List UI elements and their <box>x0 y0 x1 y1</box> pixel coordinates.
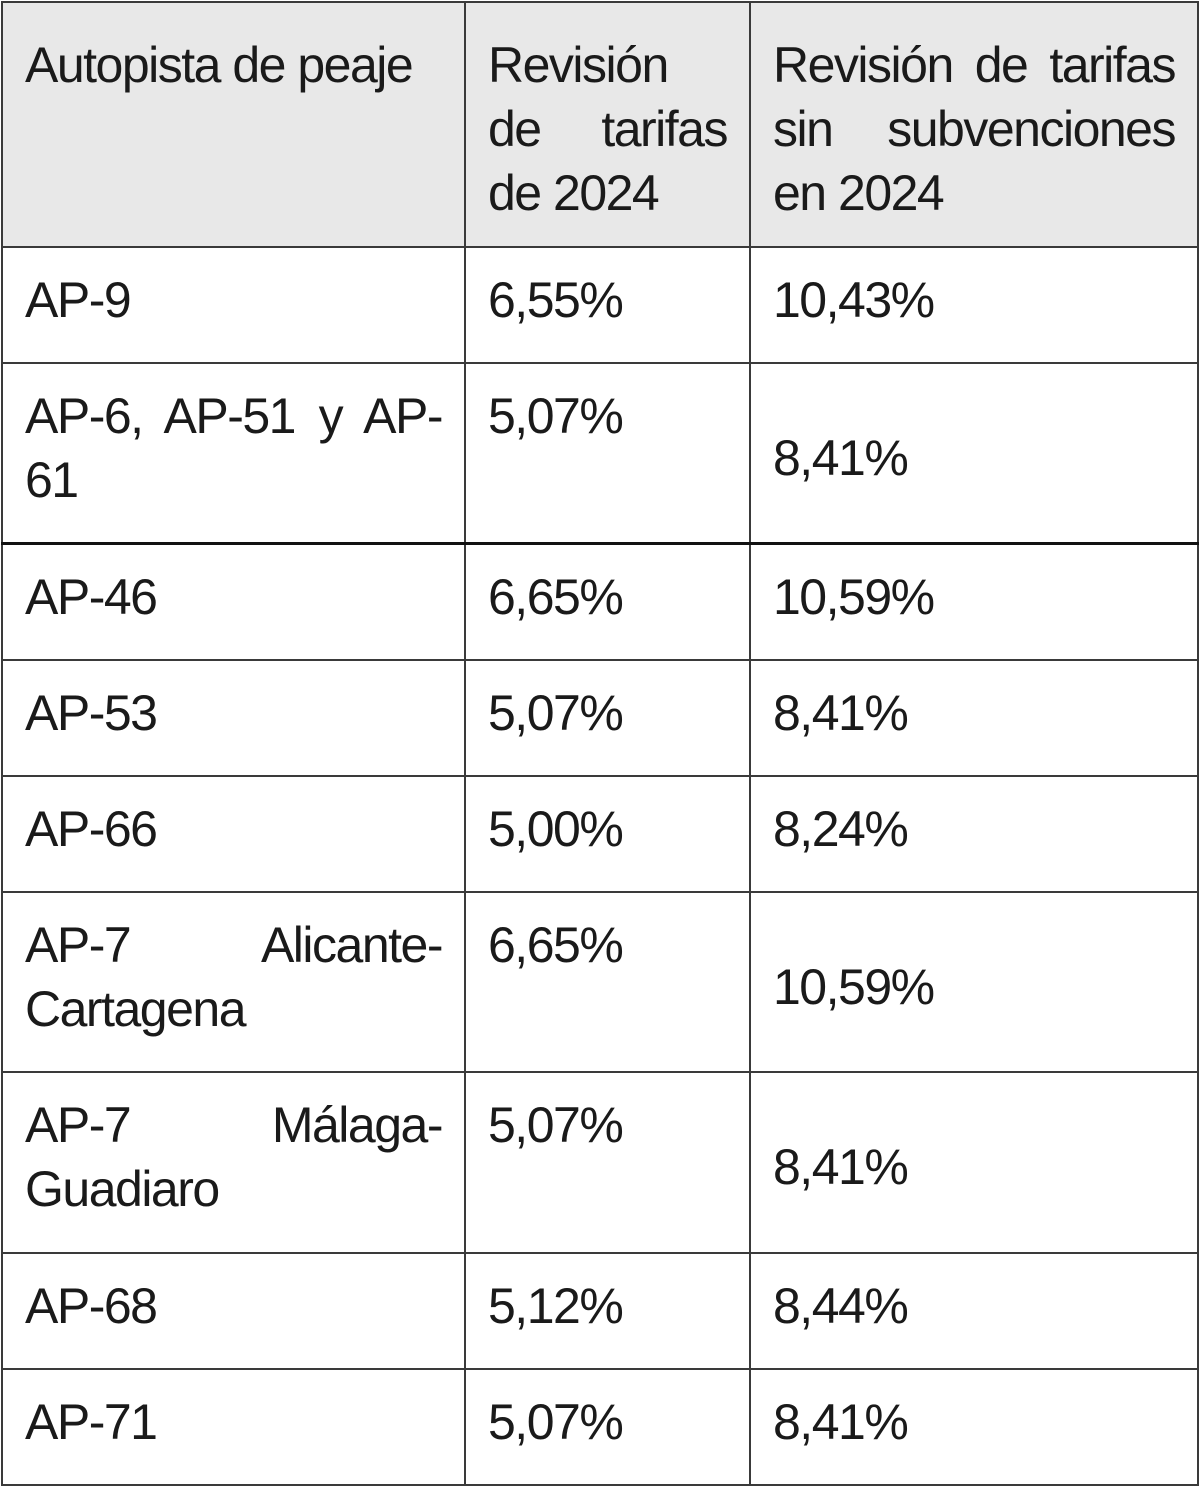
rate-value: 5,07% <box>488 1393 624 1450</box>
road-name: AP-66 <box>25 800 158 857</box>
rate-nosub-value: 10,43% <box>773 272 935 328</box>
road-name: AP-46 <box>25 568 158 625</box>
rate-value: 6,65% <box>488 917 624 974</box>
header-cell: Revisión de tarifas de 2024 <box>464 1 751 248</box>
header-revision: Revisión de tarifas de 2024 <box>488 37 729 221</box>
rate-nosub-value: 10,59% <box>773 959 935 1016</box>
road-name: AP-9 <box>25 272 132 328</box>
table-row: AP-68 5,12% 8,44% <box>1 1251 1199 1370</box>
table-row: AP-7 Alicante-Cartagena 6,65% 10,59% <box>1 891 1199 1074</box>
table-row: AP-7 Málaga-Guadiaro 5,07% 8,41% <box>1 1071 1199 1254</box>
table-row: AP-71 5,07% 8,41% <box>1 1367 1199 1487</box>
header-revision-sin-subvenciones: Revisión de tarifas sin subvenciones en … <box>773 37 1177 221</box>
rate-nosub-value: 8,41% <box>773 684 909 741</box>
road-name: AP-7 Alicante-Cartagena <box>25 917 444 1038</box>
road-name: AP-71 <box>25 1393 158 1450</box>
rate-nosub-value: 8,44% <box>773 1277 909 1334</box>
table-row: AP-66 5,00% 8,24% <box>1 774 1199 894</box>
table-row: AP-6, AP-51 y AP-61 5,07% 8,41% <box>1 362 1199 545</box>
header-cell: Revisión de tarifas sin subvenciones en … <box>749 1 1199 248</box>
rate-nosub-value: 8,41% <box>773 1393 909 1450</box>
rate-nosub-value: 8,41% <box>773 1139 909 1196</box>
table-row: AP-53 5,07% 8,41% <box>1 658 1199 777</box>
road-name: AP-7 Málaga-Guadiaro <box>25 1097 444 1218</box>
header-autopista: Autopista de peaje <box>25 37 414 93</box>
header-cell: Autopista de peaje <box>1 1 466 248</box>
road-name: AP-6, AP-51 y AP-61 <box>25 388 444 509</box>
rate-value: 6,55% <box>488 272 624 328</box>
rate-nosub-value: 10,59% <box>773 568 935 625</box>
rate-value: 5,00% <box>488 800 624 857</box>
rate-value: 5,07% <box>488 684 624 741</box>
road-name: AP-68 <box>25 1277 158 1334</box>
rate-value: 5,07% <box>488 1097 624 1154</box>
rate-nosub-value: 8,41% <box>773 430 909 487</box>
header-row: Autopista de peaje Revisión de tarifas d… <box>1 1 1199 248</box>
table-row: AP-46 6,65% 10,59% <box>1 542 1199 661</box>
rate-value: 5,12% <box>488 1277 624 1334</box>
rate-value: 5,07% <box>488 388 624 445</box>
road-name: AP-53 <box>25 684 158 741</box>
table-row: AP-9 6,55% 10,43% <box>1 245 1199 365</box>
rate-value: 6,65% <box>488 568 624 625</box>
rate-nosub-value: 8,24% <box>773 800 909 857</box>
